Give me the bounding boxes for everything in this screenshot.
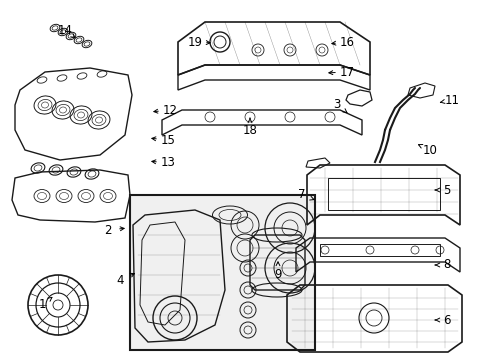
Text: 12: 12: [162, 104, 177, 117]
Text: 4: 4: [116, 274, 123, 287]
Text: 7: 7: [298, 189, 305, 202]
Text: 3: 3: [333, 99, 340, 112]
Text: 19: 19: [187, 36, 202, 49]
Text: 18: 18: [242, 123, 257, 136]
Bar: [130, 195, 314, 350]
Text: 5: 5: [443, 184, 450, 197]
Text: 14: 14: [58, 23, 72, 36]
Text: 1: 1: [38, 298, 46, 311]
Text: 11: 11: [444, 94, 459, 107]
Text: 6: 6: [442, 314, 450, 327]
Text: 2: 2: [104, 224, 112, 237]
Text: 13: 13: [160, 157, 175, 170]
Text: 8: 8: [443, 258, 450, 271]
Text: 17: 17: [339, 66, 354, 78]
Text: 15: 15: [160, 134, 175, 147]
Text: 16: 16: [339, 36, 354, 49]
Text: 9: 9: [274, 269, 281, 282]
Text: 10: 10: [422, 144, 437, 157]
